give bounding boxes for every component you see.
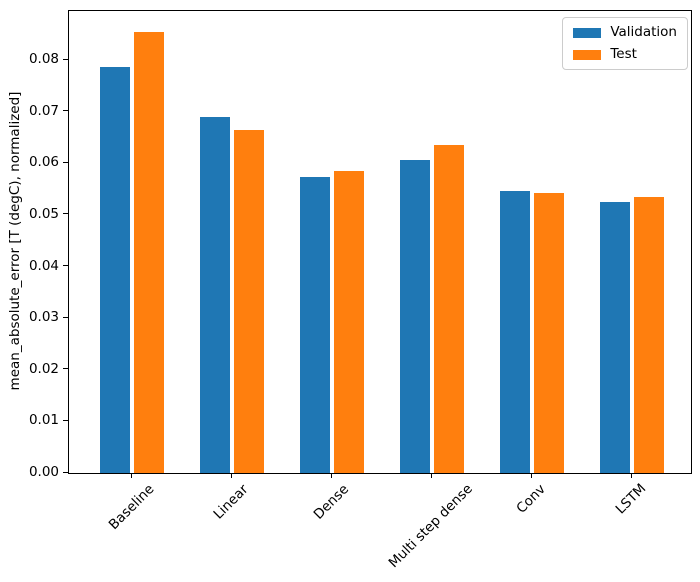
bar-test-linear bbox=[234, 130, 264, 473]
bar-test-dense bbox=[334, 171, 364, 473]
x-tick-mark bbox=[530, 473, 532, 478]
y-tick-mark bbox=[63, 316, 68, 318]
y-tick-mark bbox=[63, 213, 68, 215]
bar-validation-conv bbox=[500, 191, 530, 473]
y-tick-label: 0.03 bbox=[28, 309, 59, 326]
x-tick-mark bbox=[430, 473, 432, 478]
y-tick-label: 0.08 bbox=[28, 51, 59, 67]
legend: Validation Test bbox=[562, 17, 688, 70]
y-tick-label: 0.01 bbox=[28, 412, 59, 429]
x-tick-mark bbox=[330, 473, 332, 478]
x-tick-label-conv: Conv bbox=[513, 480, 549, 517]
y-tick-mark bbox=[63, 110, 68, 112]
x-tick-mark bbox=[230, 473, 232, 478]
test-color-swatch bbox=[573, 49, 602, 60]
y-tick-label: 0.07 bbox=[28, 102, 59, 119]
bars-layer bbox=[69, 11, 691, 473]
plot-area: Validation Test bbox=[68, 10, 692, 474]
y-tick-label: 0.00 bbox=[28, 464, 59, 480]
y-tick-mark bbox=[63, 58, 68, 60]
legend-entry-test: Test bbox=[573, 47, 677, 62]
y-tick-mark bbox=[63, 265, 68, 266]
bar-validation-multi-step-dense bbox=[400, 159, 430, 473]
y-tick-mark bbox=[63, 419, 68, 421]
bar-test-conv bbox=[534, 192, 564, 473]
y-tick-mark bbox=[63, 161, 68, 163]
x-tick-mark bbox=[630, 473, 632, 478]
x-tick-label-baseline: Baseline bbox=[105, 480, 158, 533]
bar-test-baseline bbox=[134, 32, 164, 473]
x-tick-mark bbox=[130, 473, 132, 478]
y-tick-label: 0.06 bbox=[28, 154, 59, 171]
x-tick-label-multi-step-dense: Multi step dense bbox=[385, 481, 476, 572]
bar-validation-linear bbox=[200, 117, 230, 473]
legend-entry-validation: Validation bbox=[573, 25, 677, 40]
bar-test-lstm bbox=[634, 197, 664, 473]
bar-validation-baseline bbox=[100, 66, 130, 473]
y-tick-label: 0.04 bbox=[28, 257, 59, 274]
y-tick-label: 0.02 bbox=[28, 360, 59, 377]
x-tick-label-lstm: LSTM bbox=[612, 481, 650, 518]
bar-test-multi-step-dense bbox=[434, 145, 464, 473]
x-tick-label-linear: Linear bbox=[210, 481, 252, 522]
x-tick-label-dense: Dense bbox=[310, 481, 352, 523]
y-tick-label: 0.05 bbox=[28, 205, 59, 222]
bar-validation-lstm bbox=[600, 202, 630, 473]
y-tick-mark bbox=[63, 471, 68, 473]
validation-color-swatch bbox=[573, 27, 602, 38]
legend-label-validation: Validation bbox=[610, 24, 677, 40]
y-tick-mark bbox=[63, 368, 68, 370]
bar-validation-dense bbox=[300, 177, 330, 473]
y-axis-label: mean_absolute_error [T (degC), normalize… bbox=[7, 91, 23, 391]
legend-label-test: Test bbox=[610, 46, 637, 62]
